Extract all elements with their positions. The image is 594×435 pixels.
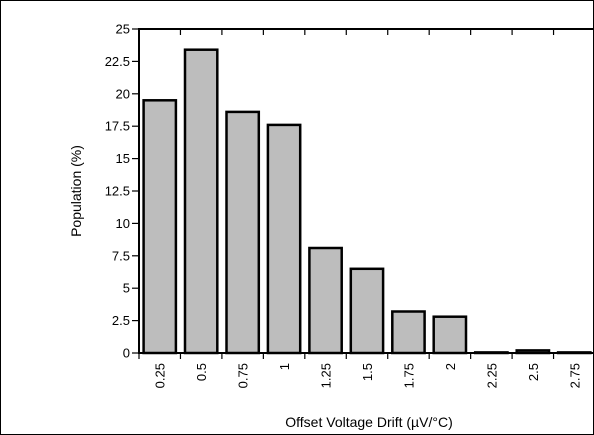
bar-1.25 bbox=[308, 246, 343, 355]
x-tick-label: 2.5 bbox=[526, 363, 541, 381]
x-tick-label: 2.25 bbox=[484, 363, 499, 388]
y-tick-label: 2.5 bbox=[112, 313, 130, 328]
y-ticks-group: 0 2.5 5 7.5 10 12.5 15 17.5 20 22.5 25 bbox=[105, 22, 139, 361]
y-tick-label: 10 bbox=[116, 216, 130, 231]
x-tick-label: 2.75 bbox=[567, 363, 582, 388]
x-tick-label: 1.5 bbox=[360, 363, 375, 381]
bar-0.75 bbox=[225, 110, 261, 355]
y-tick-label: 22.5 bbox=[105, 54, 130, 69]
x-tick-label: 1 bbox=[277, 363, 292, 370]
bars-group bbox=[142, 48, 592, 355]
x-tick-label: 0.75 bbox=[236, 363, 251, 388]
y-axis-title: Population (%) bbox=[68, 145, 84, 237]
x-tick-label: 0.25 bbox=[153, 363, 168, 388]
x-tick-label: 2 bbox=[443, 363, 458, 370]
bar-0.5 bbox=[183, 48, 219, 355]
y-tick-label: 0 bbox=[123, 346, 130, 361]
x-tick-label: 0.5 bbox=[194, 363, 209, 381]
plot-area bbox=[138, 28, 593, 354]
y-tick-label: 17.5 bbox=[105, 119, 130, 134]
x-tick-label: 1.75 bbox=[401, 363, 416, 388]
y-tick-label: 5 bbox=[123, 281, 130, 296]
y-tick-label: 25 bbox=[116, 22, 130, 37]
y-tick-label: 12.5 bbox=[105, 184, 130, 199]
bar-1.5 bbox=[349, 267, 385, 355]
x-tick-label: 1.25 bbox=[319, 363, 334, 388]
bar-1 bbox=[266, 123, 302, 355]
x-ticks-group: 0.25 0.5 0.75 1 1.25 1.5 1.75 2 2.25 2.5 2.75 bbox=[138, 29, 582, 388]
y-tick-label: 7.5 bbox=[112, 248, 130, 263]
y-tick-label: 15 bbox=[116, 151, 130, 166]
bar-2 bbox=[432, 315, 468, 355]
bar-1.75 bbox=[391, 310, 426, 355]
bar-0.25 bbox=[142, 99, 178, 355]
x-axis-title: Offset Voltage Drift (µV/°C) bbox=[285, 414, 452, 430]
y-tick-label: 20 bbox=[116, 86, 130, 101]
